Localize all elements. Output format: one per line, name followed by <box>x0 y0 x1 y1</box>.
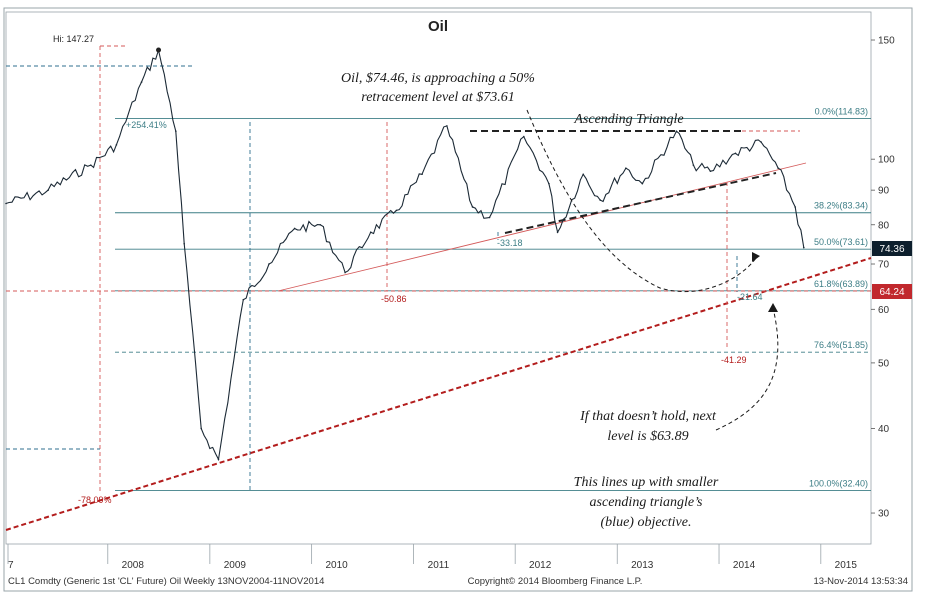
ytick-label-5: 80 <box>878 220 890 231</box>
fib-label-0: 0.0%(114.83) <box>815 107 868 117</box>
arrow-curve-hold <box>715 307 779 431</box>
xtick-label-7: 2014 <box>733 560 756 571</box>
marker-pct-2164: -21.64 <box>737 292 763 302</box>
marker-pct-4129: -41.29 <box>721 355 747 365</box>
xtick-label-8: 2015 <box>835 560 858 571</box>
ytick-label-8: 150 <box>878 36 895 47</box>
price-point-18 <box>446 125 448 127</box>
price-point-35 <box>802 246 805 249</box>
xtick-label-5: 2012 <box>529 560 552 571</box>
annotation-obj-line2: ascending triangle’s <box>590 495 703 510</box>
marker-pct-254: +254.41% <box>126 120 167 130</box>
fib-label-2: 50.0%(73.61) <box>814 237 868 247</box>
price-point-1 <box>47 189 49 191</box>
fib-label-3: 61.8%(63.89) <box>814 279 868 289</box>
price-point-2 <box>89 164 92 166</box>
price-point-20 <box>488 216 491 219</box>
marker-pct-78: -78.09% <box>78 495 112 505</box>
footer-center: Copyright© 2014 Bloomberg Finance L.P. <box>468 576 643 587</box>
plot-area <box>5 11 872 545</box>
price-line <box>5 47 805 462</box>
price-point-25 <box>599 199 602 201</box>
annotation-main-line2: retracement level at $73.61 <box>361 90 514 105</box>
price-point-26 <box>625 167 627 169</box>
fib-label-5: 100.0%(32.40) <box>809 478 868 488</box>
price-point-34 <box>794 206 796 208</box>
annotation-triangle: Ascending Triangle <box>573 112 683 127</box>
price-label-current-text: 74.36 <box>879 244 904 255</box>
price-point-3 <box>115 144 118 146</box>
price-point-9 <box>217 458 220 461</box>
price-point-30 <box>709 170 712 172</box>
high-dot <box>156 47 162 53</box>
xtick-label-2: 2009 <box>224 560 247 571</box>
trend-thin-red <box>277 162 807 292</box>
marker-pct-3318: -33.18 <box>497 238 523 248</box>
price-point-28 <box>675 130 678 132</box>
footer-right: 13-Nov-2014 13:53:34 <box>813 576 908 587</box>
xtick-label-4: 2011 <box>428 560 450 571</box>
price-label-target-text: 64.24 <box>879 287 904 298</box>
price-series <box>5 47 805 462</box>
price-point-21 <box>523 135 525 138</box>
price-point-17 <box>421 173 423 176</box>
price-label-current: 74.36 <box>872 241 912 256</box>
ytick-label-7: 100 <box>878 155 895 166</box>
price-point-27 <box>641 182 644 185</box>
price-point-7 <box>183 242 185 245</box>
price-point-14 <box>344 271 346 274</box>
fib-label-1: 38.2%(83.34) <box>814 201 868 211</box>
ytick-label-2: 50 <box>878 358 890 369</box>
triangle-bottom <box>504 172 777 234</box>
annotation-hold-line2: level is $63.89 <box>607 429 688 444</box>
annotation-obj-line3: (blue) objective. <box>601 515 692 530</box>
arrow-curve-main <box>526 109 757 293</box>
price-point-12 <box>293 227 296 230</box>
y-axis: 30 40 50 60 70 80 90 100 150 <box>871 36 895 520</box>
xtick-label-0: 7 <box>8 560 14 571</box>
annotation-obj-line1: This lines up with smaller <box>574 475 719 490</box>
marker-pct-5086: -50.86 <box>381 294 407 304</box>
annotation-main-line1: Oil, $74.46, is approaching a 50% <box>341 71 535 86</box>
xtick-label-3: 2010 <box>325 560 348 571</box>
price-point-22 <box>548 182 550 185</box>
price-point-13 <box>319 223 322 226</box>
price-point-16 <box>395 209 398 212</box>
price-point-11 <box>268 263 270 265</box>
price-point-15 <box>369 231 372 234</box>
arrow-head-hold <box>768 303 778 312</box>
xtick-label-1: 2008 <box>122 560 145 571</box>
ytick-label-0: 30 <box>878 509 890 520</box>
price-point-23 <box>556 231 559 234</box>
xtick-label-6: 2013 <box>631 560 654 571</box>
arrow-head-main <box>752 252 760 262</box>
price-point-32 <box>760 141 762 143</box>
price-point-10 <box>242 298 245 301</box>
price-point-19 <box>471 206 474 208</box>
reference-lines <box>5 45 872 531</box>
price-label-target: 64.24 <box>872 284 912 299</box>
price-point-31 <box>734 152 737 155</box>
ytick-label-4: 70 <box>878 260 890 271</box>
footer-left: CL1 Comdty (Generic 1st 'CL' Future) Oil… <box>8 576 324 587</box>
price-point-8 <box>200 427 202 430</box>
price-point-24 <box>582 173 585 176</box>
price-point-29 <box>692 164 695 166</box>
price-point-6 <box>175 130 177 132</box>
price-point-33 <box>777 167 779 169</box>
chart-title: Oil <box>428 18 448 35</box>
ytick-label-1: 40 <box>878 424 890 435</box>
ytick-label-6: 90 <box>878 186 890 197</box>
marker-high: Hi: 147.27 <box>53 34 94 44</box>
x-axis: 7 2008 2009 2010 2011 2012 2013 2014 2015 <box>7 544 858 571</box>
fib-label-4: 76.4%(51.85) <box>814 340 868 350</box>
price-point-4 <box>140 81 143 83</box>
price-point-0 <box>5 202 7 205</box>
ytick-label-3: 60 <box>878 305 890 316</box>
annotation-hold-line1: If that doesn’t hold, next <box>579 409 717 424</box>
